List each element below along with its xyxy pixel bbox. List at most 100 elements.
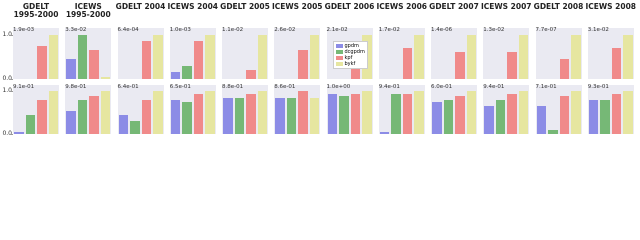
panel — [222, 85, 268, 134]
panel-title: GDELT 2004 — [115, 2, 166, 11]
panel-title: ICEWS 2005 — [271, 2, 323, 11]
panel — [65, 28, 112, 79]
bar — [455, 52, 465, 79]
panel-title: GDELT 2005 — [220, 2, 270, 11]
bar — [414, 91, 424, 134]
y-tick-label: 0.0 — [2, 75, 12, 82]
bar — [77, 34, 88, 79]
bar — [141, 41, 151, 79]
bar — [193, 41, 204, 79]
bar — [402, 47, 413, 79]
bar — [182, 102, 192, 134]
panel-title: ICEWS 2007 — [480, 2, 532, 11]
panel — [13, 28, 59, 79]
annotation: 1.3e-02 — [483, 27, 505, 33]
bar — [66, 110, 76, 134]
legend: gpdm dcgpdm kpf bykf — [332, 41, 368, 69]
bar — [205, 34, 215, 79]
panel — [535, 85, 582, 134]
bar — [327, 93, 337, 134]
panel-title: GDELT 1995-2000 — [13, 2, 59, 19]
bar — [298, 50, 308, 79]
annotation: 9.1e-01 — [13, 84, 35, 90]
bar — [588, 99, 599, 134]
bar — [466, 91, 476, 134]
bar — [339, 95, 349, 134]
panel — [378, 85, 425, 134]
legend-label: bykf — [344, 61, 356, 67]
panel-title: ICEWS 1995-2000 — [65, 2, 111, 19]
bar — [130, 121, 140, 134]
panel-title: GDELT 2007 — [429, 2, 479, 11]
bar — [518, 34, 529, 79]
annotation: 3.1e-02 — [587, 27, 609, 33]
bar — [153, 91, 163, 134]
bar — [246, 70, 256, 79]
annotation: 9.8e-01 — [65, 84, 87, 90]
annotation: 1.4e-06 — [431, 27, 453, 33]
panel — [169, 85, 216, 134]
annotation: 7.1e-01 — [535, 84, 557, 90]
panel-title: ICEWS 2004 — [167, 2, 219, 11]
panel — [117, 28, 164, 79]
legend-swatch — [335, 56, 343, 60]
bar — [66, 59, 76, 79]
bar — [571, 91, 581, 134]
tick-mark — [11, 34, 13, 36]
annotation: 1.1e-02 — [222, 27, 244, 33]
bar — [443, 99, 453, 134]
annotation: 8.6e-01 — [274, 84, 296, 90]
bar — [623, 91, 633, 134]
bar — [414, 34, 424, 79]
bar — [286, 97, 297, 134]
bar — [205, 91, 215, 134]
bar — [309, 34, 320, 79]
bar — [559, 59, 569, 79]
annotation: 3.3e-02 — [65, 27, 87, 33]
legend-entry: bykf — [335, 61, 365, 67]
panel-title: GDELT 2006 — [324, 2, 375, 11]
tick-mark — [11, 134, 13, 135]
bar — [170, 72, 181, 79]
bar — [432, 102, 442, 134]
panel — [222, 28, 268, 79]
bar — [518, 91, 529, 134]
bar — [170, 99, 181, 134]
bar — [559, 95, 569, 134]
bar — [89, 95, 99, 134]
bar — [153, 34, 163, 79]
panel — [117, 85, 164, 134]
bar — [548, 129, 558, 134]
y-tick-label: 1.0 — [2, 30, 12, 38]
legend-entry: dcgpdm — [335, 49, 365, 55]
bar — [507, 52, 517, 79]
annotation: 1.9e-03 — [13, 27, 35, 33]
legend-entry: kpf — [335, 55, 365, 61]
bar — [536, 106, 546, 134]
panel — [274, 85, 321, 134]
panel-title: ICEWS 2006 — [376, 2, 428, 11]
bar — [257, 91, 267, 134]
bar — [507, 93, 517, 134]
annotation: 8.8e-01 — [222, 84, 244, 90]
bar — [275, 97, 285, 134]
bar — [495, 99, 506, 134]
panel — [13, 85, 59, 134]
bar — [484, 106, 494, 134]
panel — [65, 85, 112, 134]
bar — [600, 99, 610, 134]
tick-mark — [11, 91, 13, 93]
annotation: 9.3e-01 — [587, 84, 609, 90]
panel — [587, 85, 634, 134]
bar — [379, 131, 390, 134]
panel — [274, 28, 321, 79]
bar — [402, 93, 413, 134]
bar — [234, 97, 244, 134]
chart-grid: GDELT 1995-2000 1.9e-03 0.0 1.0 ICEWS 1995-2… — [2, 2, 637, 137]
bar — [611, 47, 622, 79]
bar — [193, 93, 204, 134]
annotation: 9.4e-01 — [483, 84, 505, 90]
legend-label: dcgpdm — [344, 49, 365, 55]
bar — [100, 76, 111, 79]
legend-label: gpdm — [344, 43, 359, 49]
